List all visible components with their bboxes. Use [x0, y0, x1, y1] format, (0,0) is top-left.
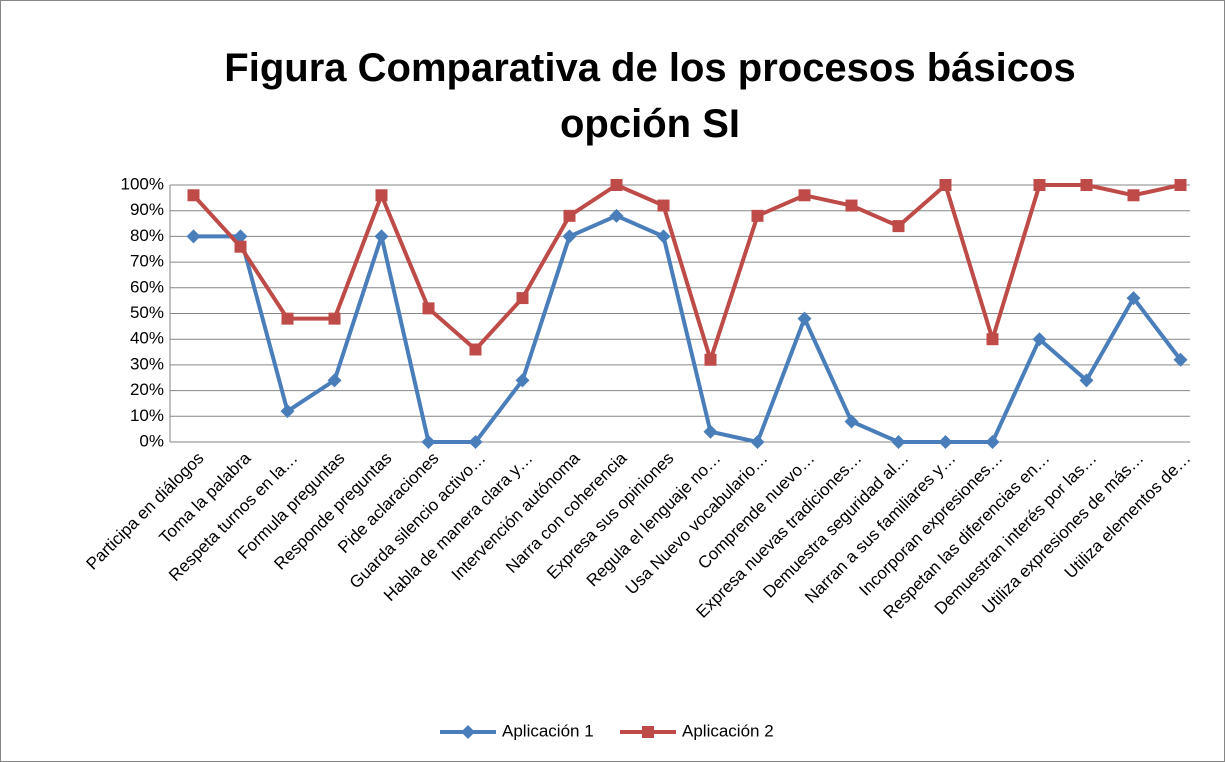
marker	[1173, 352, 1188, 367]
marker	[797, 311, 812, 326]
y-tick-label: 40%	[130, 329, 164, 348]
marker	[421, 435, 436, 449]
marker	[939, 179, 952, 191]
marker	[703, 424, 718, 439]
marker	[1032, 332, 1047, 347]
marker	[328, 312, 341, 325]
marker	[469, 343, 482, 356]
marker	[281, 312, 294, 325]
marker	[704, 353, 717, 366]
y-tick-label: 100%	[121, 174, 164, 193]
marker	[642, 726, 654, 738]
marker	[891, 435, 906, 449]
marker	[516, 292, 529, 305]
marker	[892, 220, 905, 233]
marker	[422, 302, 435, 315]
marker	[656, 229, 671, 244]
marker	[187, 189, 200, 202]
y-tick-label: 90%	[130, 200, 164, 219]
legend-label: Aplicación 1	[502, 721, 594, 740]
marker	[609, 208, 624, 223]
y-tick-label: 30%	[130, 354, 164, 373]
marker	[1033, 179, 1046, 191]
marker	[515, 373, 530, 388]
marker	[468, 435, 483, 449]
y-tick-label: 10%	[130, 406, 164, 425]
marker	[327, 373, 342, 388]
marker	[234, 240, 247, 253]
marker	[1080, 179, 1093, 191]
marker	[845, 199, 858, 212]
y-tick-label: 20%	[130, 380, 164, 399]
marker	[986, 333, 999, 346]
marker	[186, 229, 201, 244]
y-tick-label: 70%	[130, 252, 164, 271]
y-tick-label: 80%	[130, 226, 164, 245]
marker	[938, 435, 953, 449]
marker	[563, 209, 576, 222]
marker	[1079, 373, 1094, 388]
marker	[562, 229, 577, 244]
marker	[798, 189, 811, 202]
marker	[750, 435, 765, 449]
marker	[657, 199, 670, 212]
series-line	[193, 213, 1183, 444]
marker	[610, 179, 623, 191]
marker	[461, 725, 475, 739]
y-tick-label: 50%	[130, 303, 164, 322]
series-line	[192, 183, 1181, 362]
chart-title: Figura Comparativa de los procesos básic…	[224, 46, 1076, 146]
marker	[844, 414, 859, 429]
marker	[375, 189, 388, 202]
marker	[1174, 179, 1187, 191]
marker	[1127, 189, 1140, 202]
marker	[280, 404, 295, 419]
marker	[751, 209, 764, 222]
y-tick-label: 0%	[139, 431, 164, 450]
marker	[985, 435, 1000, 449]
marker	[374, 229, 389, 244]
y-tick-label: 60%	[130, 277, 164, 296]
marker	[1126, 291, 1141, 306]
legend-label: Aplicación 2	[682, 721, 774, 740]
